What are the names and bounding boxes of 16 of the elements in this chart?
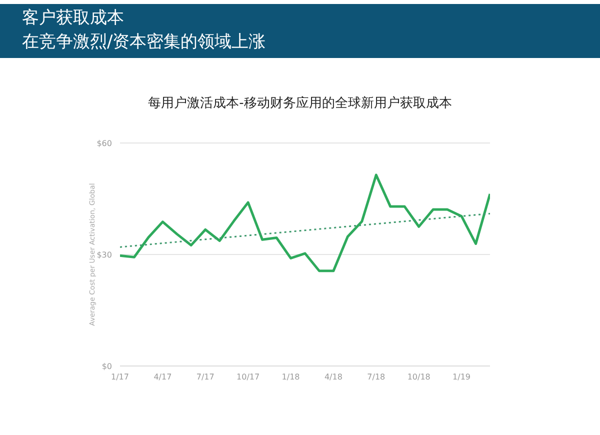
x-tick-label: 1/19: [452, 372, 471, 382]
x-tick-label: 1/17: [111, 372, 129, 382]
x-tick-label: 4/17: [154, 372, 172, 382]
chart-subtitle: 在竞争激烈/资本密集的领域上涨: [22, 31, 266, 54]
y-tick-label: $30: [96, 250, 112, 260]
x-tick-label: 4/18: [324, 372, 342, 382]
chart-title: 客户获取成本: [22, 7, 125, 30]
y-tick-label: $60: [96, 138, 112, 148]
x-tick-label: 10/17: [236, 372, 260, 382]
line-series: [120, 174, 490, 272]
x-tick-label: 7/18: [367, 372, 386, 382]
y-tick-label: $0: [102, 362, 112, 371]
x-tick-label: 1/18: [282, 372, 300, 382]
x-tick-label: 7/17: [196, 372, 214, 382]
text: 每用户激活成本-移动财务应用的全球新用户获取成本: [147, 95, 453, 112]
x-tick-label: 10/18: [407, 372, 430, 382]
